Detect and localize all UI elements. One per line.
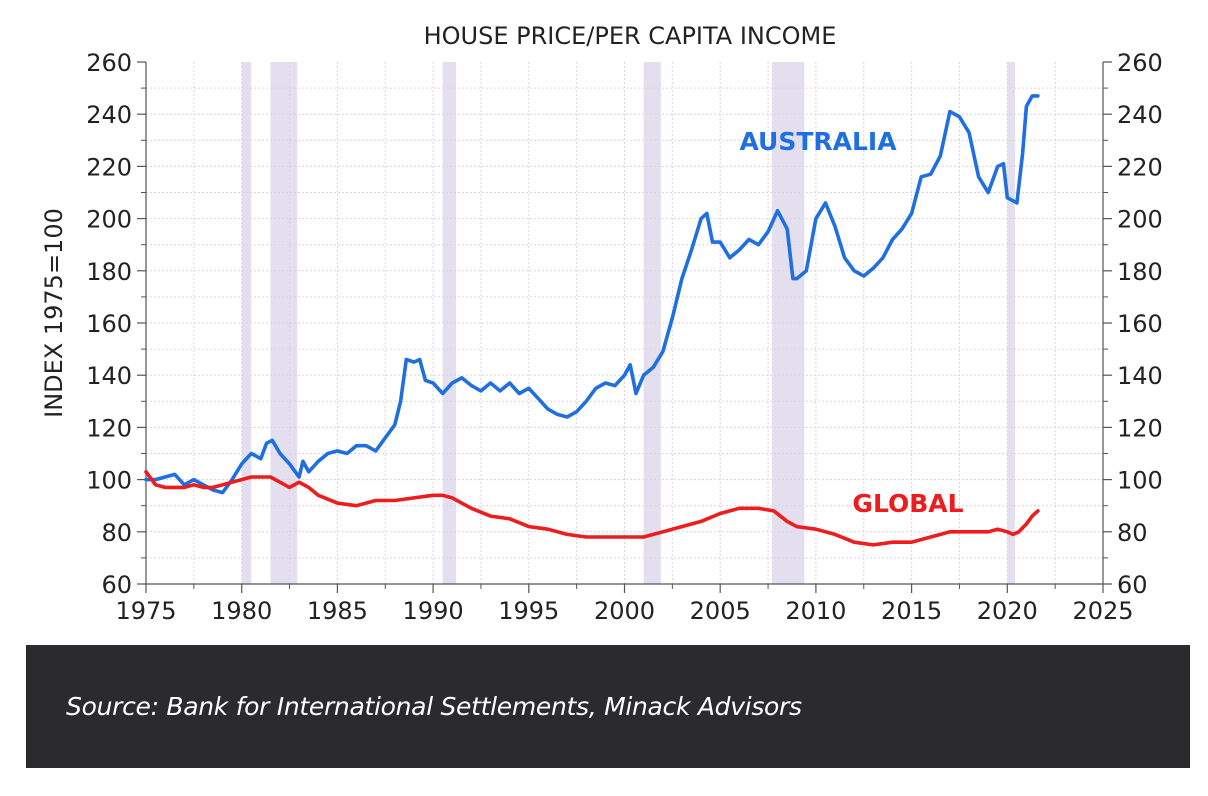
y-tick-label-left: 200 bbox=[86, 206, 132, 234]
chart: 60 60 80 80 100 100 120 120 140 140 160 160 180 180 20… bbox=[40, 22, 1163, 625]
y-tick-label-right: 220 bbox=[1117, 153, 1163, 181]
y-tick-label-right: 160 bbox=[1117, 310, 1163, 338]
x-tick-label: 2005 bbox=[690, 597, 751, 625]
y-tick-label-left: 260 bbox=[86, 49, 132, 77]
y-tick-label-left: 80 bbox=[101, 519, 132, 547]
y-tick-label-right: 60 bbox=[1117, 571, 1148, 599]
y-tick-label-left: 180 bbox=[86, 258, 132, 286]
y-axis-label: INDEX 1975=100 bbox=[40, 208, 68, 418]
y-tick-label-right: 240 bbox=[1117, 101, 1163, 129]
caption-box: Source: Bank for International Settlemen… bbox=[26, 645, 1190, 768]
x-tick-label: 2015 bbox=[881, 597, 942, 625]
y-tick-label-right: 120 bbox=[1117, 414, 1163, 442]
x-tick-label: 2025 bbox=[1072, 597, 1133, 625]
x-tick-label: 1990 bbox=[403, 597, 464, 625]
series-layer bbox=[144, 94, 1040, 547]
x-tick-label: 1995 bbox=[498, 597, 559, 625]
x-tick-label: 1985 bbox=[307, 597, 368, 625]
series-line-global bbox=[144, 470, 1040, 547]
y-tick-label-left: 160 bbox=[86, 310, 132, 338]
x-tick-label: 1980 bbox=[211, 597, 272, 625]
x-tick-label: 1975 bbox=[115, 597, 176, 625]
y-tick-label-right: 200 bbox=[1117, 206, 1163, 234]
annotation-global: GLOBAL bbox=[852, 489, 963, 518]
x-tick-label: 2020 bbox=[977, 597, 1038, 625]
series-line-australia bbox=[144, 94, 1040, 495]
y-tick-label-left: 140 bbox=[86, 362, 132, 390]
y-tick-label-right: 100 bbox=[1117, 467, 1163, 495]
y-tick-label-right: 260 bbox=[1117, 49, 1163, 77]
y-tick-label-right: 180 bbox=[1117, 258, 1163, 286]
y-tick-label-left: 220 bbox=[86, 153, 132, 181]
axes: 60 60 80 80 100 100 120 120 140 140 160 160 180 180 20… bbox=[86, 49, 1163, 625]
x-tick-label: 2000 bbox=[594, 597, 655, 625]
chart-title: HOUSE PRICE/PER CAPITA INCOME bbox=[424, 22, 837, 50]
y-tick-label-right: 140 bbox=[1117, 362, 1163, 390]
source-caption: Source: Bank for International Settlemen… bbox=[66, 692, 802, 721]
annotation-australia: AUSTRALIA bbox=[739, 127, 897, 156]
x-tick-label: 2010 bbox=[785, 597, 846, 625]
y-tick-label-left: 60 bbox=[101, 571, 132, 599]
y-tick-label-left: 120 bbox=[86, 414, 132, 442]
y-tick-label-right: 80 bbox=[1117, 519, 1148, 547]
y-tick-label-left: 240 bbox=[86, 101, 132, 129]
chart-labels: HOUSE PRICE/PER CAPITA INCOME INDEX 1975=… bbox=[40, 22, 964, 518]
y-tick-label-left: 100 bbox=[86, 467, 132, 495]
